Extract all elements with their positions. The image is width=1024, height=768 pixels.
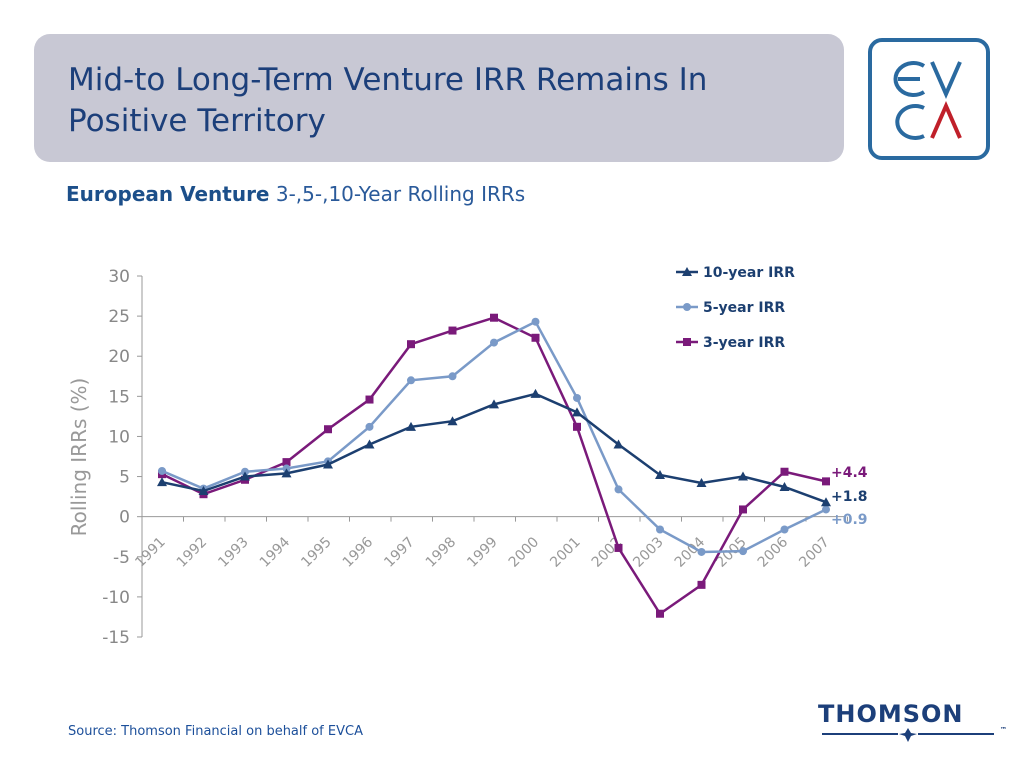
data-point — [572, 407, 582, 417]
y-tick-label: 10 — [108, 427, 130, 447]
data-point — [448, 326, 457, 335]
y-tick-label: -5 — [113, 548, 130, 568]
x-tick-label: 1999 — [464, 534, 501, 571]
y-tick-label: -10 — [102, 588, 130, 608]
data-point — [656, 609, 664, 618]
end-value-annotation: +4.4 — [831, 465, 868, 481]
data-point — [490, 338, 498, 347]
data-point — [489, 399, 499, 409]
title-banner: Mid-to Long-Term Venture IRR Remains In … — [34, 34, 844, 162]
data-point — [281, 468, 292, 478]
data-point — [779, 481, 790, 491]
data-point — [655, 469, 665, 479]
thomson-wordmark: THOMSON — [818, 700, 964, 728]
end-value-annotation: +0.9 — [831, 512, 868, 528]
trademark-symbol: ™ — [1000, 726, 1007, 734]
thomson-star-icon — [822, 728, 994, 742]
data-point — [447, 416, 458, 426]
data-point — [739, 505, 747, 514]
data-point — [573, 393, 581, 402]
x-tick-label: 1997 — [381, 534, 418, 571]
data-point — [697, 580, 706, 589]
data-point — [822, 505, 830, 514]
data-point — [573, 422, 581, 431]
data-point — [531, 333, 540, 342]
data-point — [407, 340, 415, 349]
legend-label: 3-year IRR — [703, 335, 785, 351]
y-tick-label: 20 — [108, 347, 130, 367]
data-point — [282, 458, 291, 467]
end-value-annotation: +1.8 — [831, 489, 868, 505]
x-tick-label: 2000 — [506, 534, 543, 571]
data-point — [407, 376, 415, 385]
data-point — [158, 466, 166, 475]
data-point — [780, 525, 789, 534]
irr-line-chart: -15 -10 -5 0 5 10 15 20 25 30 1991 1992 1993 1994 1995… — [67, 265, 868, 648]
data-point — [324, 425, 332, 434]
legend-label: 5-year IRR — [703, 300, 785, 316]
x-tick-label: 2001 — [547, 534, 584, 571]
y-tick-label: 30 — [108, 267, 130, 287]
x-tick-label: 1993 — [215, 534, 252, 571]
data-point — [240, 471, 250, 481]
y-tick-label: 0 — [119, 508, 130, 528]
data-point — [490, 313, 498, 322]
data-point — [531, 317, 540, 326]
x-tick-label: 1998 — [423, 534, 460, 571]
series-line — [161, 316, 827, 616]
page-title: Mid-to Long-Term Venture IRR Remains In … — [68, 62, 708, 139]
data-point — [682, 267, 692, 276]
data-point — [683, 338, 691, 346]
data-point — [683, 303, 691, 311]
data-point — [614, 543, 623, 552]
y-axis-label: Rolling IRRs (%) — [67, 378, 91, 537]
data-point — [613, 439, 624, 449]
data-point — [530, 388, 541, 398]
x-tick-label: 2003 — [630, 534, 667, 571]
data-point — [739, 547, 747, 556]
x-tick-label: 1992 — [174, 534, 211, 571]
data-point — [822, 477, 830, 486]
y-tick-label: 25 — [108, 307, 130, 327]
evca-logo-mark — [893, 61, 962, 140]
data-point — [821, 497, 831, 507]
x-tick-label: 2006 — [755, 534, 792, 571]
chart-subtitle: European Venture 3-,5-,10-Year Rolling I… — [66, 182, 525, 206]
data-point — [365, 395, 374, 404]
data-point — [614, 485, 623, 494]
y-tick-label: -15 — [102, 628, 130, 648]
data-point — [365, 422, 374, 431]
subtitle-bold: European Venture — [66, 182, 270, 206]
data-point — [406, 421, 416, 431]
subtitle-rest: 3-,5-,10-Year Rolling IRRs — [269, 182, 526, 206]
thomson-logo: THOMSON ™ — [818, 700, 1008, 746]
data-point — [697, 547, 706, 556]
y-tick-label: 5 — [119, 468, 130, 488]
data-point — [656, 525, 664, 534]
data-point — [696, 477, 707, 487]
data-point — [157, 477, 167, 487]
data-point — [738, 471, 748, 481]
data-point — [448, 372, 457, 381]
series-line — [161, 320, 827, 554]
data-point — [323, 459, 333, 469]
evca-logo — [868, 38, 990, 160]
x-tick-label: 1994 — [257, 534, 294, 571]
x-tick-label: 2002 — [589, 534, 626, 571]
x-tick-label: 1995 — [298, 534, 335, 571]
x-tick-label: 2007 — [796, 534, 833, 571]
x-tick-label: 1991 — [132, 534, 169, 571]
y-tick-label: 15 — [108, 387, 130, 407]
data-point — [364, 439, 375, 449]
x-tick-label: 1996 — [340, 534, 377, 571]
source-note: Source: Thomson Financial on behalf of E… — [68, 724, 363, 739]
data-point — [198, 485, 209, 495]
legend-label: 10-year IRR — [703, 265, 795, 281]
data-point — [780, 467, 789, 476]
series-line — [161, 392, 827, 504]
